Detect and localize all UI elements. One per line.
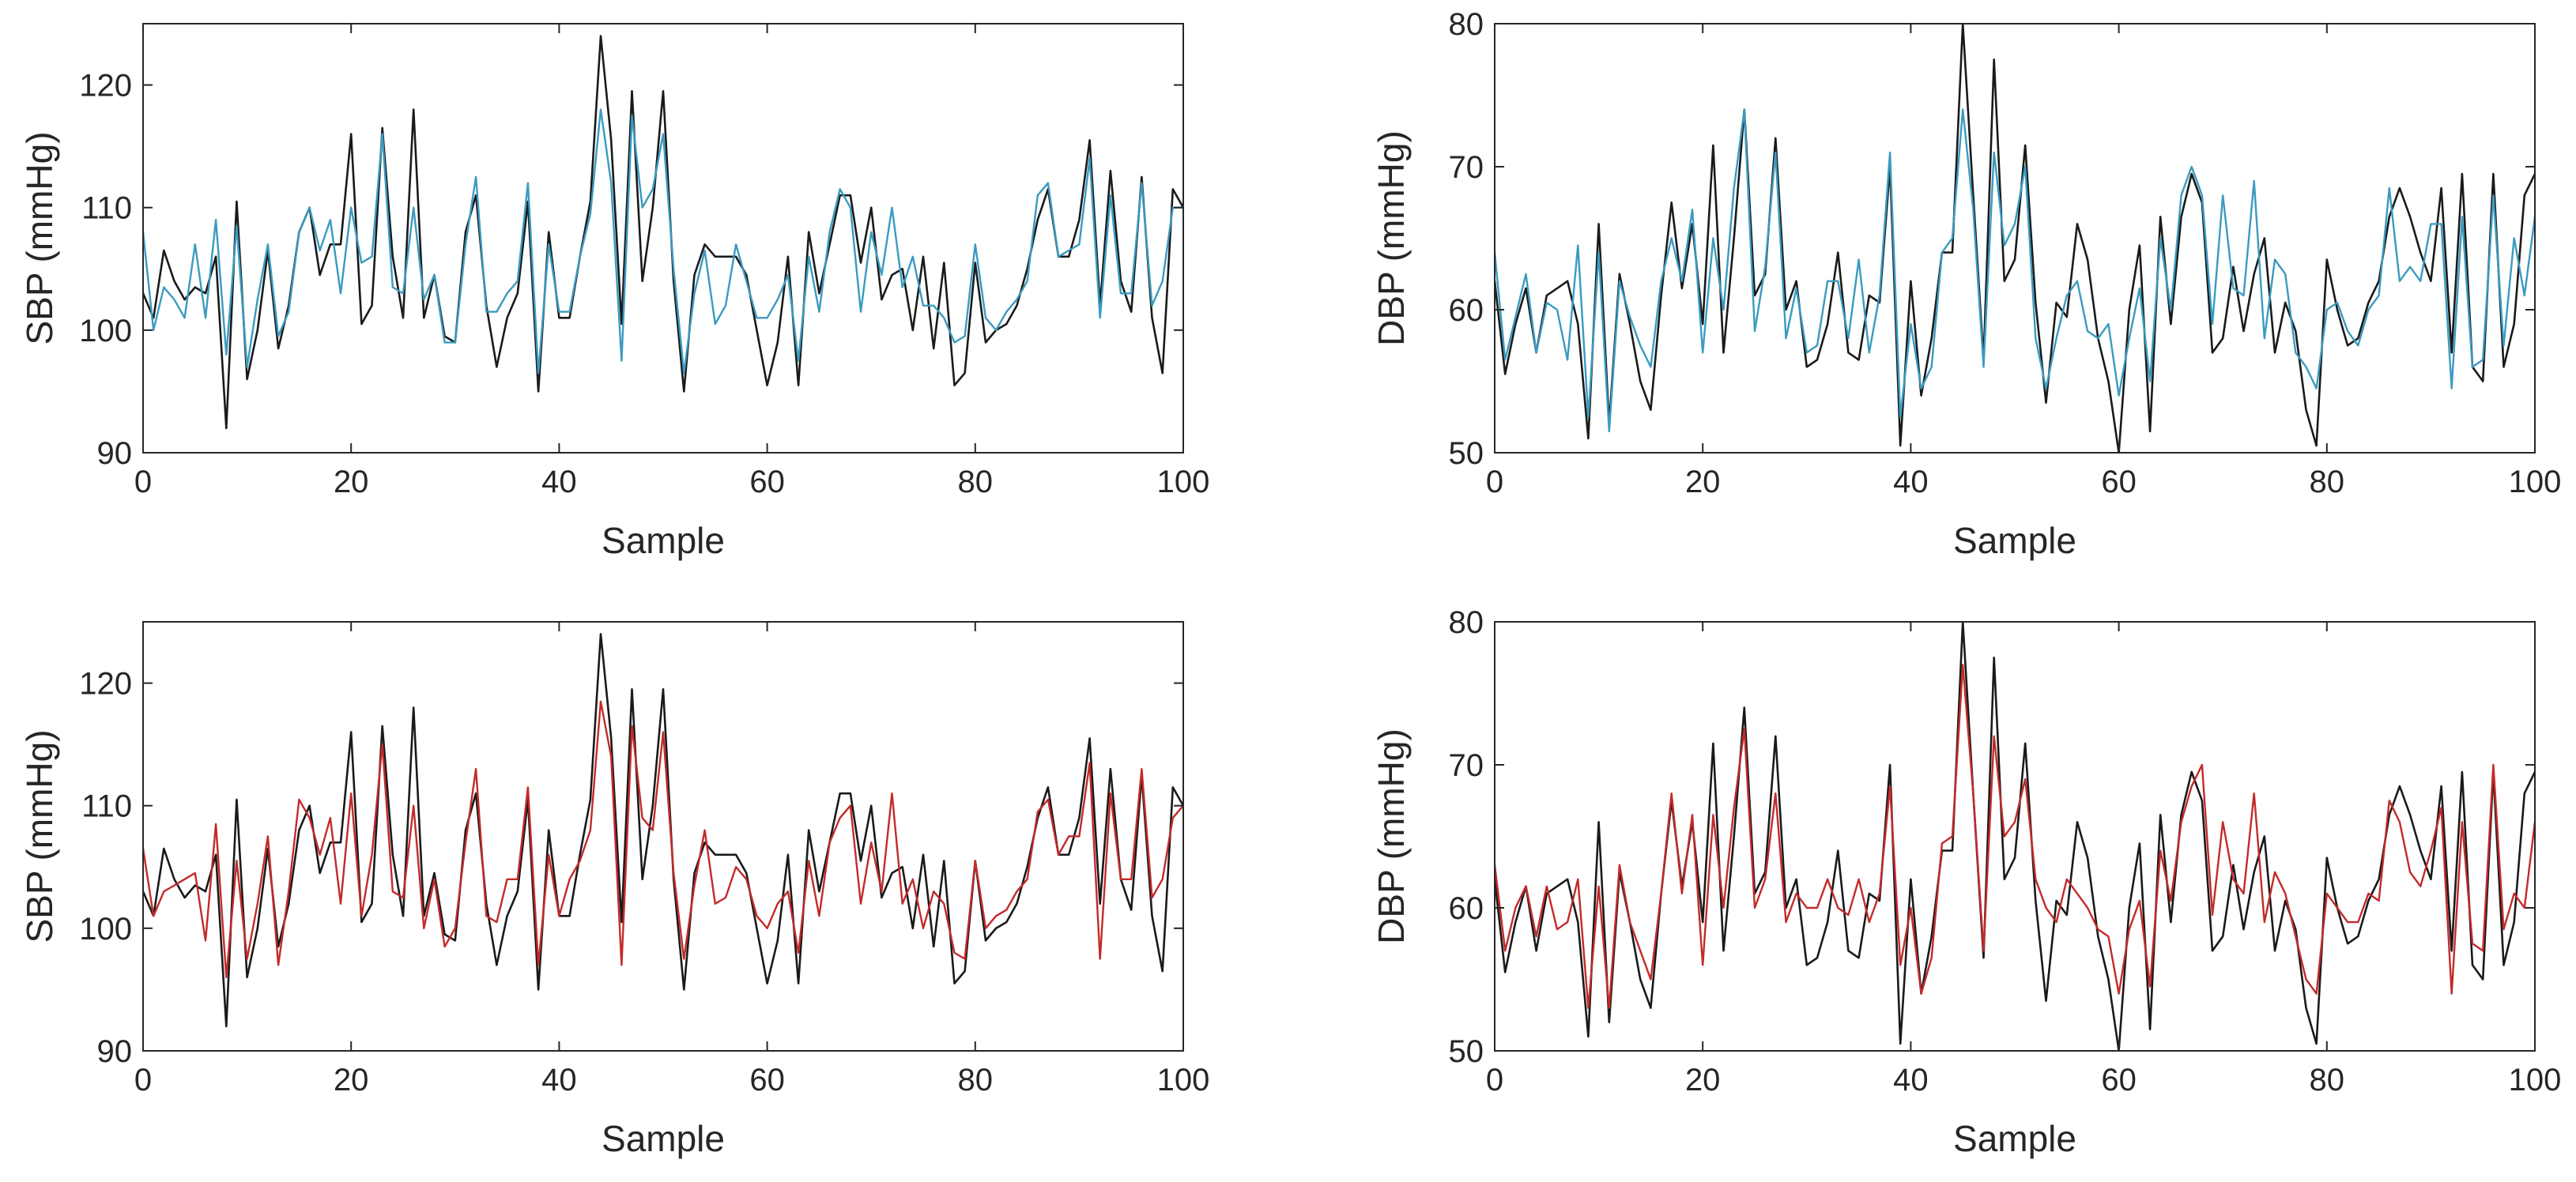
x-tick-label: 80 — [2310, 1063, 2345, 1097]
x-tick-label: 0 — [1486, 465, 1503, 499]
x-tick-label: 20 — [1685, 1063, 1721, 1097]
x-tick-label: 40 — [1893, 1063, 1929, 1097]
series-line-blue-estimate — [143, 108, 1183, 375]
x-axis-label: Sample — [602, 1118, 725, 1159]
y-tick-label: 50 — [1449, 436, 1484, 471]
axes-box — [142, 23, 1184, 454]
y-tick-label: 120 — [79, 667, 132, 702]
x-tick-label: 20 — [334, 1063, 369, 1097]
x-tick-label: 0 — [1486, 1063, 1503, 1097]
y-tick-label: 80 — [1449, 7, 1484, 42]
x-tick-label: 60 — [749, 1063, 785, 1097]
x-tick-label: 0 — [134, 1063, 152, 1097]
y-tick-label: 80 — [1449, 605, 1484, 640]
y-tick-label: 100 — [79, 912, 132, 947]
y-tick-label: 70 — [1449, 150, 1484, 185]
y-tick-label: 90 — [97, 436, 133, 471]
series-line-reference — [143, 633, 1183, 1028]
x-tick-label: 100 — [1157, 465, 1210, 499]
chart-top-right: 0 20 40 60 80 100 50 60 70 80 Sample DBP (mmHg) — [1371, 7, 2561, 561]
x-axis-label: Sample — [1953, 1118, 2076, 1159]
x-tick-label: 80 — [958, 465, 994, 499]
x-tick-label: 40 — [541, 465, 577, 499]
x-tick-label: 40 — [1893, 465, 1929, 499]
axes-box — [1494, 23, 2536, 454]
y-axis-label: DBP (mmHg) — [1371, 728, 1412, 944]
x-tick-label: 60 — [2101, 1063, 2137, 1097]
y-tick-label: 60 — [1449, 293, 1484, 328]
series-line-red-estimate — [1495, 664, 2535, 1009]
y-tick-label: 50 — [1449, 1034, 1484, 1069]
series-line-red-estimate — [143, 700, 1183, 979]
y-tick-label: 120 — [79, 69, 132, 104]
y-tick-label: 110 — [81, 191, 132, 226]
x-tick-label: 40 — [541, 1063, 577, 1097]
y-tick-label: 60 — [1449, 891, 1484, 926]
y-axis-label: SBP (mmHg) — [19, 729, 60, 943]
series-line-reference — [1495, 622, 2535, 1051]
chart-top-left: 0 20 40 60 80 100 90 100 110 120 Sample SBP (mmHg) — [19, 23, 1210, 561]
series-line-reference — [1495, 24, 2535, 453]
y-tick-label: 110 — [81, 789, 132, 824]
x-tick-label: 100 — [1157, 1063, 1210, 1097]
x-tick-label: 20 — [1685, 465, 1721, 499]
chart-bottom-left: 0 20 40 60 80 100 90 100 110 120 Sample SBP (mmHg) — [19, 621, 1210, 1159]
x-tick-label: 80 — [2310, 465, 2345, 499]
x-tick-label: 100 — [2509, 465, 2562, 499]
axes-box — [142, 621, 1184, 1052]
chart-bottom-right: 0 20 40 60 80 100 50 60 70 80 Sample DBP (mmHg) — [1371, 605, 2561, 1159]
x-tick-label: 80 — [958, 1063, 994, 1097]
series-line-reference — [143, 35, 1183, 430]
x-tick-label: 20 — [334, 465, 369, 499]
x-tick-label: 60 — [749, 465, 785, 499]
y-axis-label: SBP (mmHg) — [19, 131, 60, 344]
y-axis-label: DBP (mmHg) — [1371, 130, 1412, 346]
x-tick-label: 100 — [2509, 1063, 2562, 1097]
x-axis-label: Sample — [1953, 520, 2076, 561]
y-tick-label: 100 — [79, 314, 132, 348]
x-axis-label: Sample — [602, 520, 725, 561]
x-tick-label: 0 — [134, 465, 152, 499]
axes-box — [1494, 621, 2536, 1052]
series-line-blue-estimate — [1495, 108, 2535, 433]
x-tick-label: 60 — [2101, 465, 2137, 499]
y-tick-label: 90 — [97, 1034, 133, 1069]
y-tick-label: 70 — [1449, 748, 1484, 783]
